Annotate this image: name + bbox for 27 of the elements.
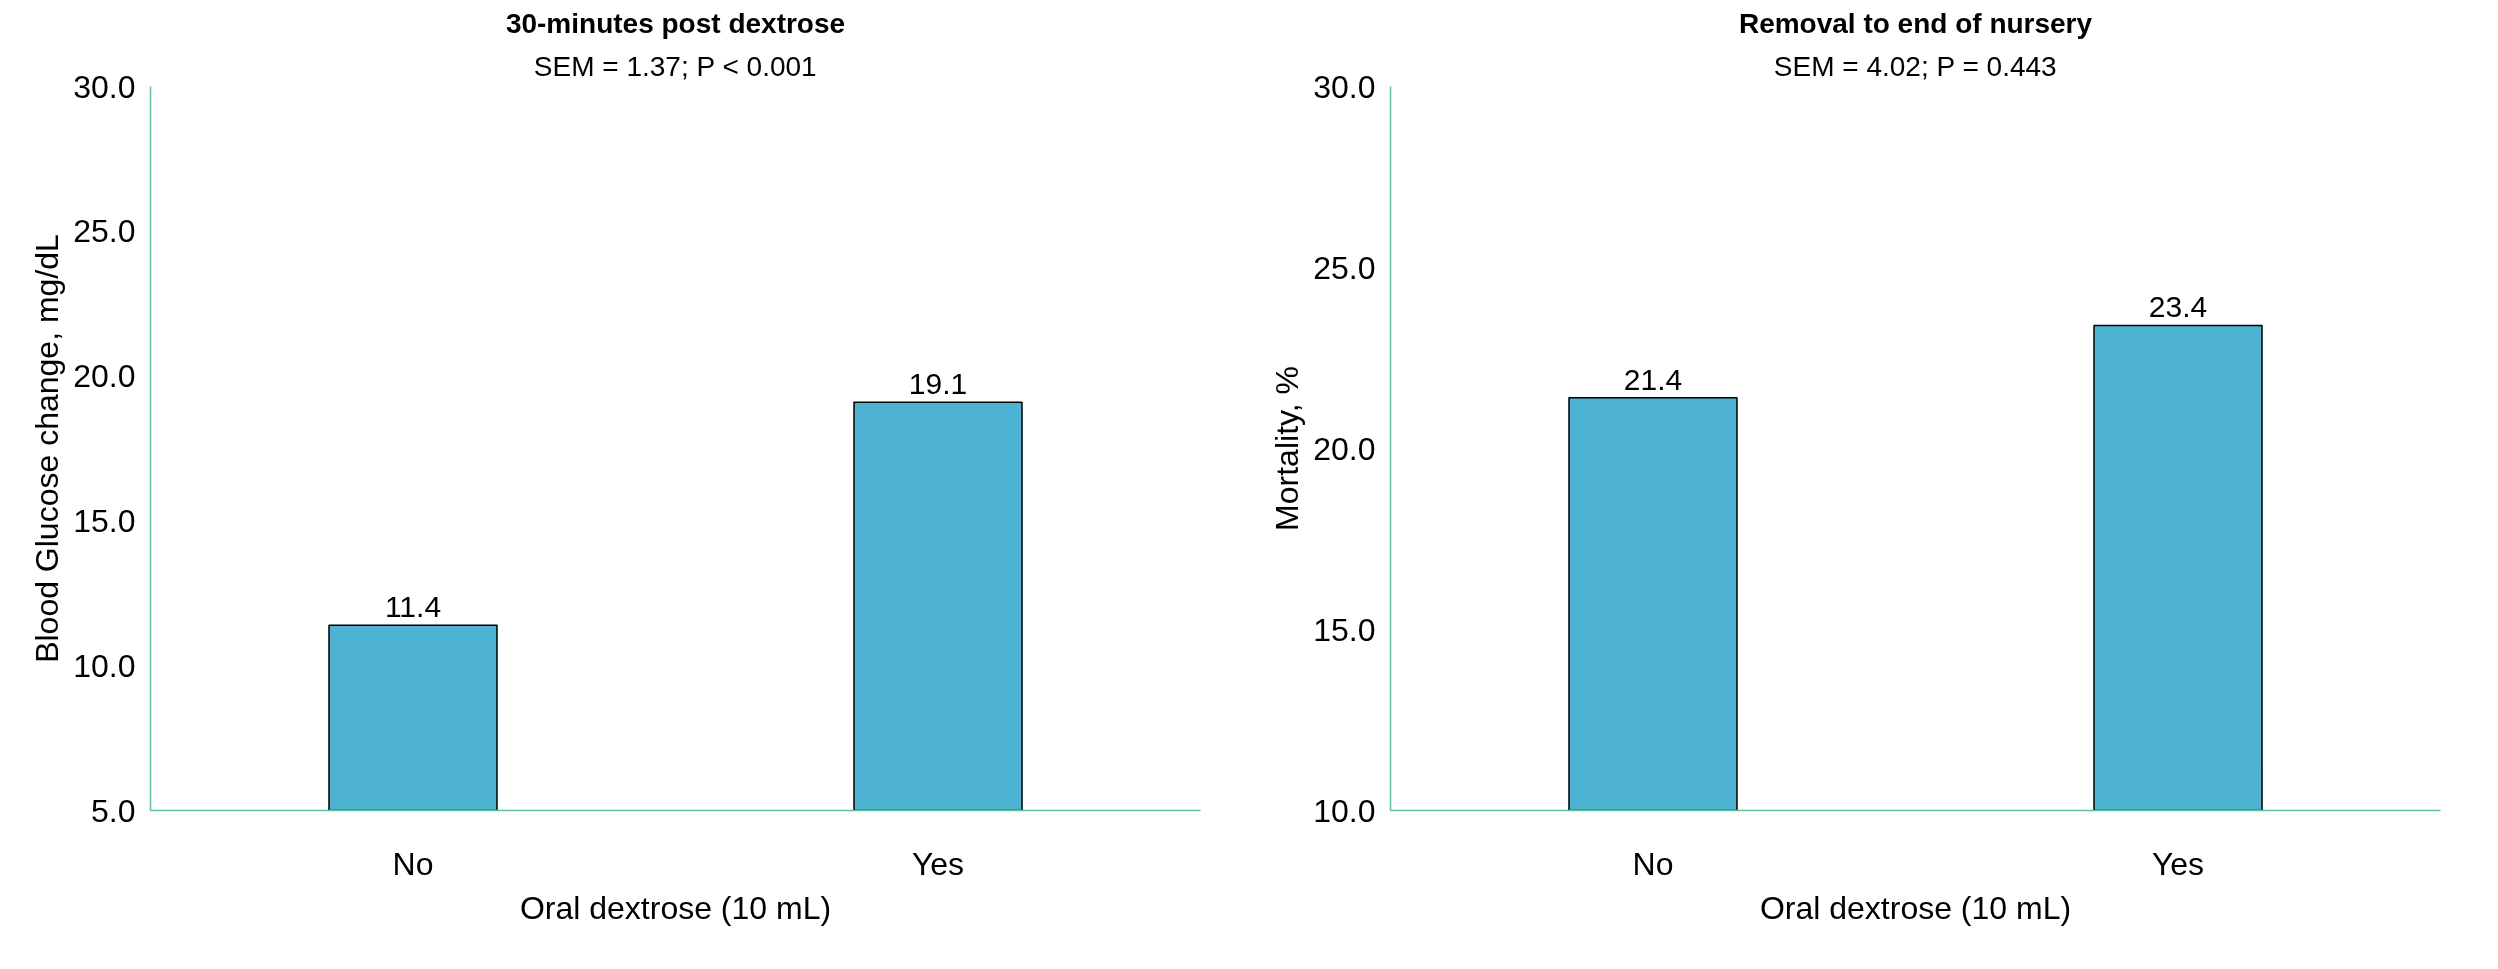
- y-tick-label: 30.0: [1313, 68, 1376, 105]
- y-tick-label: 15.0: [73, 502, 136, 539]
- y-tick-label: 10.0: [73, 647, 136, 684]
- x-tick-label: No: [392, 845, 434, 882]
- y-tick-label: 30.0: [73, 68, 136, 105]
- y-tick-label: 25.0: [73, 213, 136, 250]
- x-tick-label: No: [1632, 845, 1674, 882]
- chart-subtitle: SEM = 1.37; P < 0.001: [533, 50, 817, 82]
- data-label: 23.4: [2148, 290, 2208, 324]
- y-axis-title: Blood Glucose change, mg/dL: [29, 234, 66, 663]
- data-label: 11.4: [384, 590, 442, 624]
- y-tick-label: 10.0: [1313, 792, 1376, 829]
- chart-title: Removal to end of nursery: [1738, 7, 2093, 39]
- data-label: 21.4: [1623, 362, 1683, 396]
- chart-title: 30-minutes post dextrose: [505, 7, 846, 39]
- x-axis-title: Oral dextrose (10 mL): [1759, 889, 2072, 926]
- data-label: 19.1: [908, 367, 968, 401]
- x-tick-label: Yes: [2151, 845, 2205, 882]
- x-axis-title: Oral dextrose (10 mL): [519, 889, 832, 926]
- x-tick-label: Yes: [911, 845, 965, 882]
- y-tick-label: 20.0: [73, 358, 136, 395]
- y-tick-label: 20.0: [1313, 430, 1376, 467]
- chart-subtitle: SEM = 4.02; P = 0.443: [1773, 50, 2057, 82]
- y-tick-label: 15.0: [1313, 611, 1376, 648]
- y-tick-label: 5.0: [91, 792, 136, 829]
- y-tick-label: 25.0: [1313, 249, 1376, 286]
- y-axis-title: Mortality, %: [1269, 366, 1306, 531]
